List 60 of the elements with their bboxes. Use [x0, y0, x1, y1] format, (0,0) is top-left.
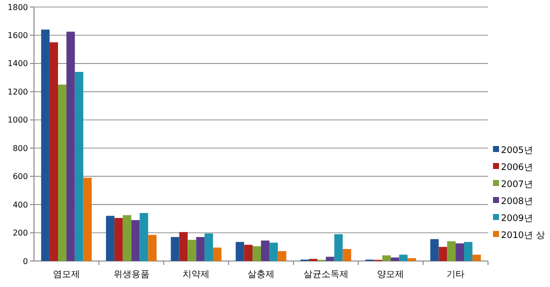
bar — [472, 254, 481, 261]
bar — [83, 178, 92, 261]
bar — [58, 84, 66, 261]
bar — [131, 220, 140, 261]
bar — [140, 213, 148, 261]
y-tick-label: 1000 — [8, 116, 28, 125]
bar — [399, 254, 408, 261]
y-tick-label: 1600 — [8, 31, 28, 40]
bar — [196, 237, 205, 261]
legend-label: 2007년 — [501, 180, 533, 190]
bar — [278, 251, 286, 261]
legend-label: 2008년 — [501, 197, 533, 208]
x-tick-label: 살균소독제 — [303, 270, 348, 280]
bar — [106, 216, 114, 261]
bar — [438, 246, 448, 261]
bar — [122, 215, 132, 261]
x-tick-label: 위생용품 — [113, 270, 150, 280]
bar — [170, 237, 180, 261]
bar — [213, 248, 222, 261]
bar — [74, 72, 84, 261]
bar — [447, 241, 456, 261]
legend-label: 2006년 — [501, 163, 533, 174]
bar — [261, 240, 270, 261]
bar — [269, 242, 278, 261]
bar — [464, 242, 472, 261]
y-tick-label: 400 — [12, 200, 28, 210]
y-tick-label: 200 — [12, 228, 28, 238]
x-tick-label: 양모제 — [377, 270, 404, 280]
x-tick-label: 기타 — [446, 270, 465, 280]
x-tick-label: 치약제 — [182, 270, 210, 280]
y-tick-label: 1400 — [8, 59, 28, 68]
bar — [382, 255, 391, 261]
bar — [390, 257, 400, 261]
y-tick-label: 800 — [12, 144, 28, 153]
bar — [66, 32, 75, 261]
bar — [50, 42, 58, 261]
bar — [408, 258, 416, 261]
x-tick-label: 염모제 — [52, 270, 80, 280]
bar — [179, 232, 188, 261]
bar — [244, 244, 253, 261]
legend-label: 2009년 — [501, 214, 533, 224]
legend-label: 2010년 상 — [501, 231, 545, 242]
y-tick-label: 600 — [12, 172, 28, 182]
y-tick-label: 0 — [22, 256, 28, 266]
bar — [114, 218, 123, 261]
bar — [342, 249, 352, 261]
bar — [456, 243, 464, 261]
y-tick-label: 1200 — [8, 87, 28, 96]
legend-label: 2005년 — [501, 146, 533, 156]
bar — [188, 240, 196, 261]
x-tick-label: 살충제 — [248, 270, 274, 280]
bar — [236, 242, 244, 261]
y-tick-label: 1800 — [8, 2, 28, 12]
bar — [252, 246, 261, 261]
bar — [204, 233, 214, 261]
bar — [326, 256, 334, 261]
bar — [334, 234, 343, 261]
bar — [430, 239, 439, 261]
bar — [41, 30, 50, 261]
bar — [148, 234, 157, 261]
